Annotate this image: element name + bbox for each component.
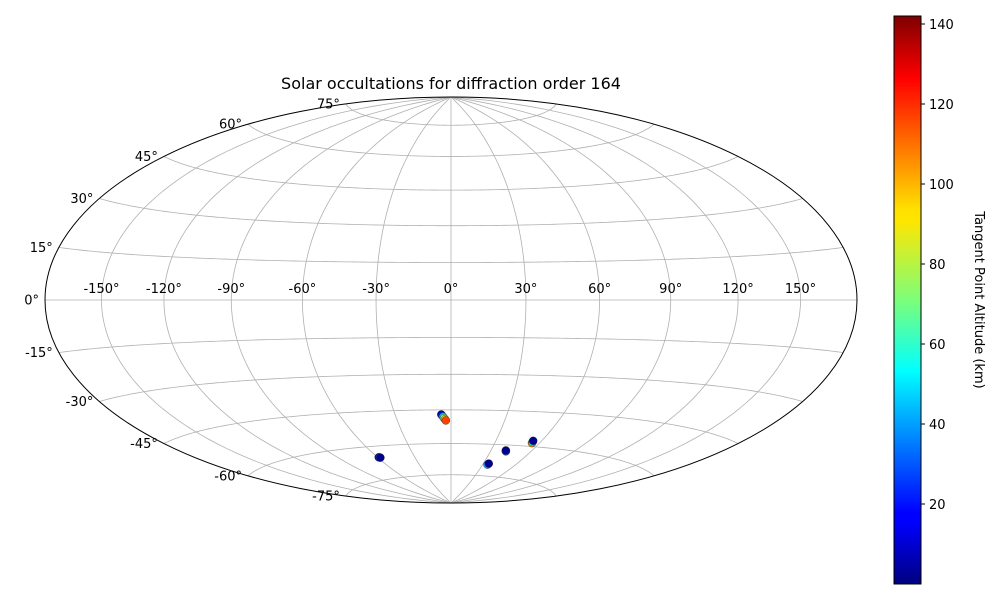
longitude-tick-label: -120°	[146, 282, 182, 297]
colorbar-tick-label: 60	[929, 338, 946, 353]
colorbar-tick-label: 20	[929, 498, 946, 513]
colorbar: 20 40 60 80 100 120 140 Tangent Point Altitude…	[893, 15, 986, 585]
latitude-tick-label: -75°	[312, 490, 340, 505]
latitude-tick-labels: 75° 60° 45° 30° 15° 0° -15° -30° -45° -60° -75°	[24, 97, 340, 504]
graticule	[45, 97, 857, 503]
colorbar-tick-label: 100	[929, 178, 954, 193]
data-point	[441, 416, 451, 425]
latitude-tick-label: -60°	[214, 469, 242, 484]
longitude-tick-label: 60°	[588, 282, 611, 297]
latitude-tick-label: -30°	[66, 395, 94, 410]
latitude-tick-label: -45°	[130, 437, 158, 452]
longitude-tick-label: 30°	[514, 282, 537, 297]
latitude-tick-label: -15°	[25, 346, 53, 361]
longitude-tick-label: 120°	[722, 282, 753, 297]
longitude-tick-label: -60°	[289, 282, 317, 297]
latitude-tick-label: 60°	[219, 118, 242, 133]
parallel-line	[99, 198, 803, 227]
parallel-line	[99, 373, 803, 402]
longitude-tick-label: 150°	[785, 282, 816, 297]
colorbar-gradient	[893, 15, 922, 585]
latitude-tick-label: 45°	[135, 150, 158, 165]
latitude-tick-label: 30°	[70, 192, 93, 207]
latitude-tick-label: 15°	[30, 241, 53, 256]
map-boundary	[44, 96, 858, 504]
parallel-line	[345, 474, 557, 497]
latitude-tick-label: 0°	[24, 294, 39, 309]
longitude-tick-label: 0°	[444, 282, 459, 297]
colorbar-tick-label: 120	[929, 98, 954, 113]
chart-title: Solar occultations for diffraction order…	[281, 74, 621, 93]
colorbar-tick-label: 80	[929, 258, 946, 273]
data-point	[484, 459, 493, 468]
parallel-line	[345, 103, 557, 126]
latitude-tick-label: 75°	[317, 97, 340, 112]
parallel-line	[163, 156, 739, 191]
colorbar-label: Tangent Point Altitude (km)	[971, 210, 986, 388]
longitude-tick-label: -150°	[83, 282, 119, 297]
data-point	[376, 453, 385, 462]
parallel-line	[247, 123, 655, 157]
longitude-tick-label: -90°	[217, 282, 245, 297]
parallel-line	[247, 443, 655, 477]
colorbar-tick-label: 140	[929, 18, 954, 33]
parallel-line	[58, 337, 844, 353]
parallel-line	[58, 247, 844, 263]
colorbar-ticks: 20 40 60 80 100 120 140	[921, 18, 954, 513]
longitude-tick-label: 90°	[659, 282, 682, 297]
data-point	[528, 436, 538, 446]
colorbar-tick-label: 40	[929, 418, 946, 433]
parallel-line	[163, 409, 739, 444]
data-points	[374, 410, 538, 469]
longitude-tick-label: -30°	[362, 282, 390, 297]
data-point	[501, 446, 511, 455]
longitude-tick-labels: -150° -120° -90° -60° -30° 0° 30° 60° 90° 120° 150…	[83, 282, 816, 297]
